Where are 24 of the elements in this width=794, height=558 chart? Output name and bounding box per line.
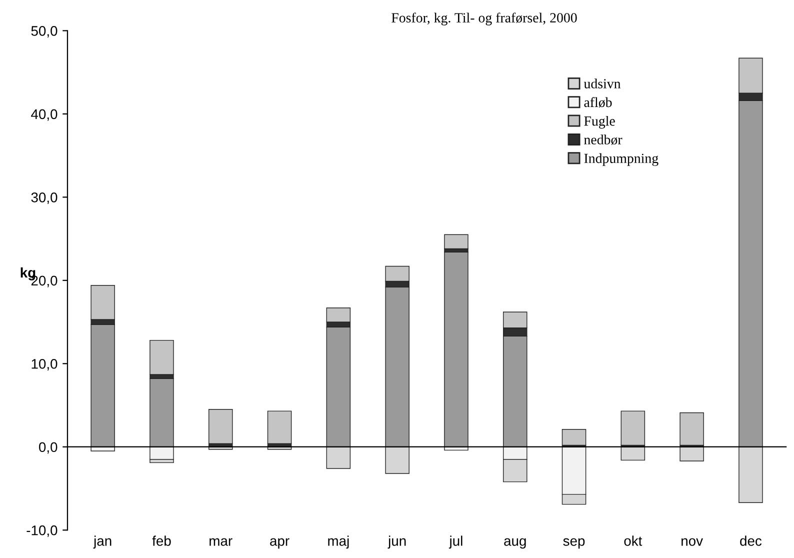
x-tick-label: maj — [328, 536, 349, 549]
x-tick-label: jun — [388, 536, 406, 549]
x-tick-label: okt — [624, 536, 642, 546]
y-tick-label: 30,0 — [31, 192, 58, 204]
y-tick-label: 50,0 — [31, 26, 58, 38]
legend-label: afløb — [584, 97, 612, 108]
y-tick-label: 40,0 — [31, 109, 58, 121]
legend-label: Indpumpning — [584, 153, 658, 166]
legend-label: udsivn — [584, 78, 621, 88]
legend-label: Fugle — [584, 116, 615, 129]
x-tick-label: feb — [152, 536, 171, 546]
x-tick-label: sep — [563, 538, 585, 549]
x-tick-label: jul — [448, 536, 462, 549]
y-tick-label: 0,0 — [39, 442, 58, 454]
x-tick-label: jan — [93, 536, 112, 549]
x-tick-label: mar — [210, 538, 232, 546]
y-tick-label: 10,0 — [32, 358, 58, 370]
x-tick-label: aug — [504, 538, 526, 549]
chart-title: Fosfor, kg. Til- og fraførsel, 2000 — [392, 12, 577, 26]
legend-label: nedbør — [584, 134, 622, 145]
x-tick-label: nov — [682, 538, 703, 546]
x-tick-label: dec — [740, 536, 762, 546]
x-tick-label: apr — [270, 538, 290, 549]
y-tick-label: -10,0 — [26, 525, 58, 537]
